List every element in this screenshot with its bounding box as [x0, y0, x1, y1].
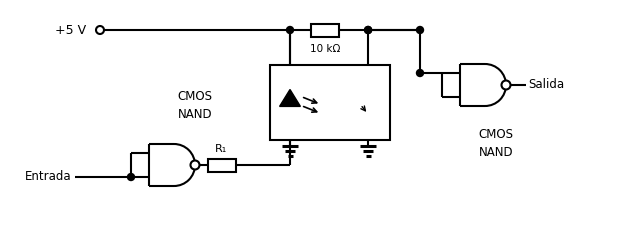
Circle shape: [365, 26, 372, 34]
Circle shape: [127, 174, 134, 180]
Polygon shape: [280, 90, 300, 106]
Bar: [311, 24, 339, 36]
Circle shape: [365, 26, 372, 34]
Circle shape: [96, 26, 104, 34]
Circle shape: [502, 80, 511, 90]
Bar: [207, 158, 236, 172]
Circle shape: [417, 70, 424, 77]
Text: +5 V: +5 V: [55, 24, 86, 36]
Circle shape: [417, 26, 424, 34]
Text: CMOS
NAND: CMOS NAND: [479, 127, 513, 158]
Text: 10 kΩ: 10 kΩ: [310, 44, 340, 54]
Text: Salida: Salida: [528, 78, 564, 91]
Bar: [270, 65, 390, 140]
Text: R₁: R₁: [216, 144, 228, 154]
Text: CMOS
NAND: CMOS NAND: [177, 90, 212, 120]
Circle shape: [191, 161, 200, 169]
Circle shape: [287, 26, 294, 34]
Text: Entrada: Entrada: [26, 170, 72, 184]
